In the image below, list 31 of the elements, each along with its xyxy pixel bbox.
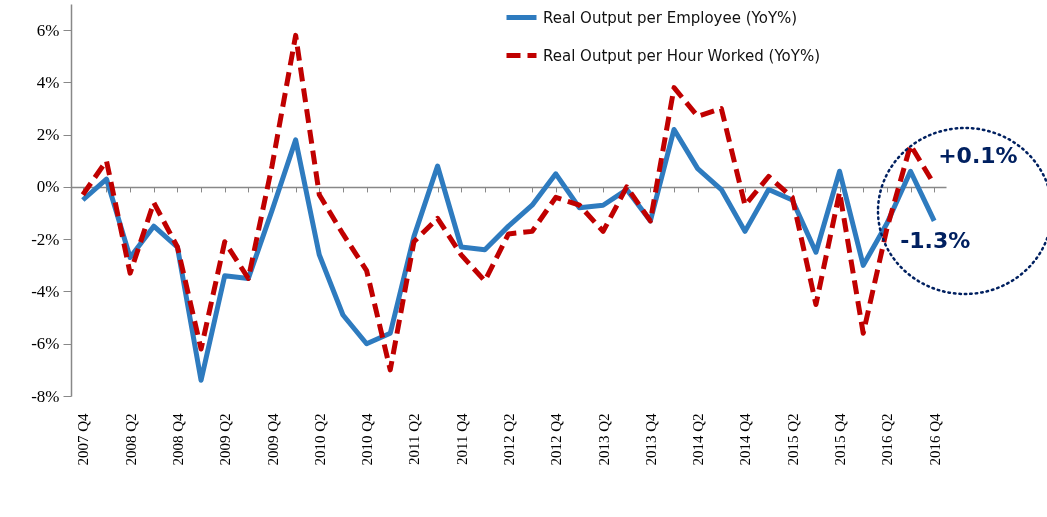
y-tick-label: 2% bbox=[36, 125, 60, 145]
legend-label: Real Output per Hour Worked (YoY%) bbox=[543, 46, 820, 65]
annotation: +0.1% bbox=[938, 143, 1018, 169]
y-tick-label: -2% bbox=[31, 229, 60, 249]
x-tick-label: 2007 Q4 bbox=[75, 413, 92, 466]
x-tick-label: 2013 Q2 bbox=[595, 413, 612, 466]
x-tick-label: 2015 Q2 bbox=[784, 413, 801, 466]
x-tick-label: 2014 Q4 bbox=[737, 413, 754, 466]
x-tick-label: 2009 Q4 bbox=[264, 413, 281, 466]
x-tick-label: 2010 Q4 bbox=[359, 413, 376, 466]
x-tick-label: 2011 Q2 bbox=[406, 413, 423, 466]
x-tick-label: 2011 Q4 bbox=[453, 413, 470, 466]
x-tick-label: 2008 Q2 bbox=[122, 413, 139, 466]
x-tick-label: 2016 Q4 bbox=[926, 413, 943, 466]
x-tick-label: 2008 Q4 bbox=[169, 413, 186, 466]
x-tick-label: 2010 Q2 bbox=[311, 413, 328, 466]
x-tick-label: 2012 Q2 bbox=[501, 413, 517, 466]
x-tick-label: 2014 Q2 bbox=[690, 413, 707, 466]
annotation: -1.3% bbox=[900, 227, 971, 253]
y-tick-label: -4% bbox=[31, 281, 60, 301]
y-tick-label: 4% bbox=[36, 72, 60, 92]
x-tick-label: 2016 Q2 bbox=[879, 413, 896, 466]
x-tick-label: 2009 Q2 bbox=[217, 413, 234, 466]
y-tick-label: -6% bbox=[31, 334, 60, 354]
x-tick-label: 2012 Q4 bbox=[548, 413, 565, 466]
legend-label: Real Output per Employee (YoY%) bbox=[543, 8, 798, 27]
y-tick-label: 0% bbox=[36, 177, 60, 197]
x-tick-label: 2015 Q4 bbox=[832, 413, 849, 466]
x-tick-label: 2013 Q4 bbox=[642, 413, 659, 466]
y-tick-label: -8% bbox=[31, 386, 60, 406]
y-tick-label: 6% bbox=[36, 20, 60, 40]
